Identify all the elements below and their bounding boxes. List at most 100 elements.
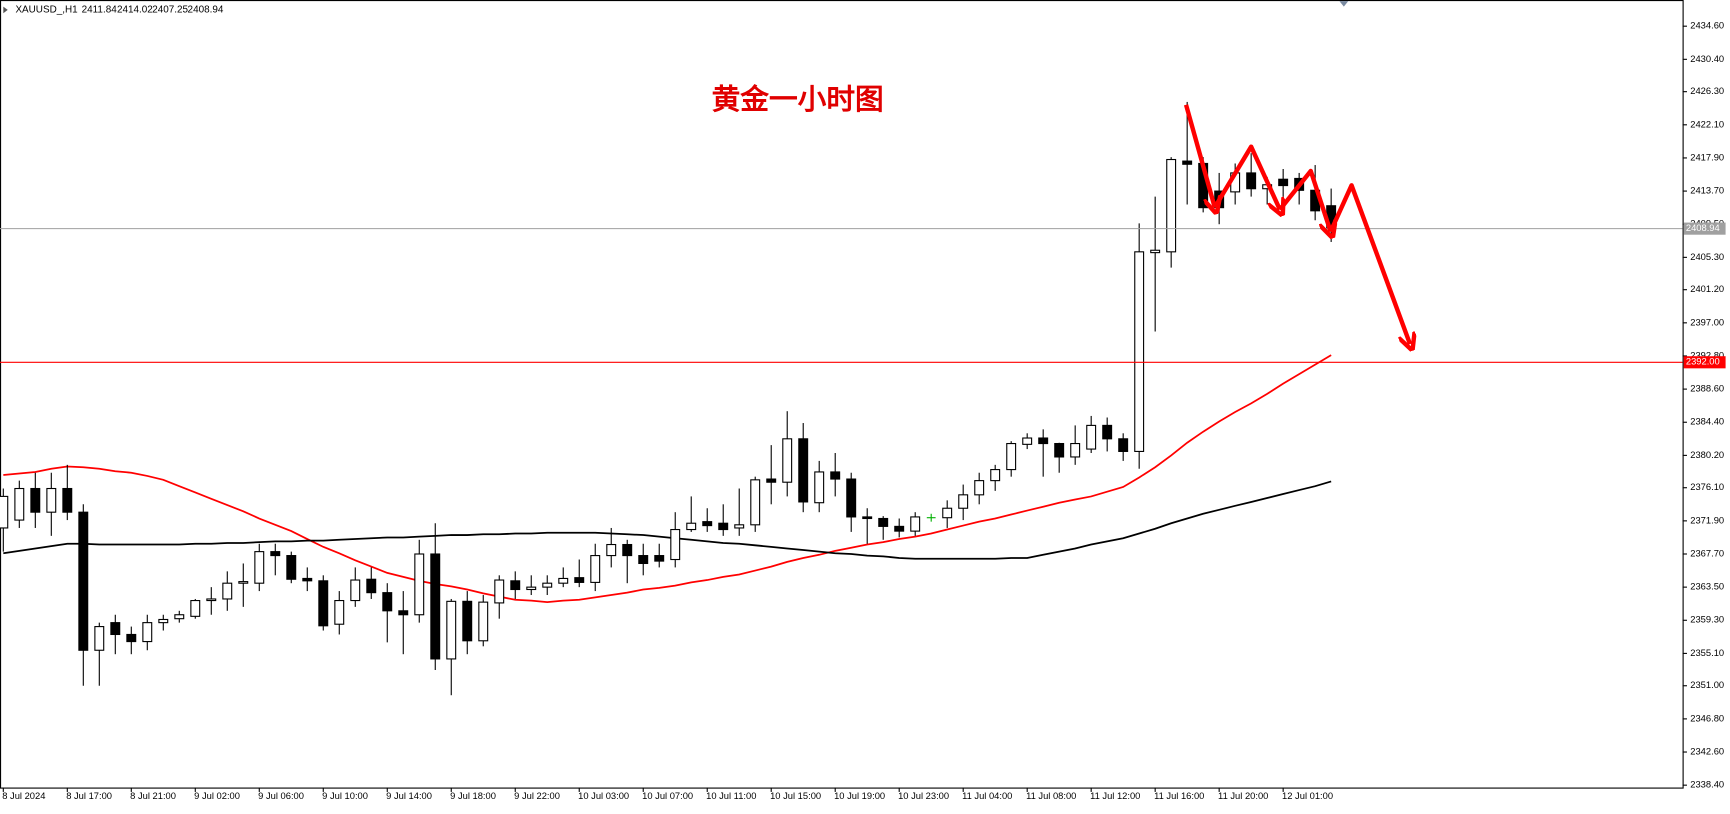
candle-body [206,598,217,602]
x-tick-label: 10 Jul 03:00 [578,791,629,801]
candle-body [254,551,265,584]
candle-body [1022,437,1033,445]
y-tick-label: 2388.60 [1690,384,1724,394]
candle-body [190,599,201,617]
y-tick-label: 2376.10 [1690,482,1724,492]
x-tick-label: 10 Jul 15:00 [770,791,821,801]
y-tick-label: 2371.90 [1690,515,1724,525]
arrow [1328,183,1410,344]
y-tick-label: 2380.20 [1690,450,1724,460]
candle-body [734,524,745,529]
candle-body [1278,178,1289,187]
y-tick-label: 2434.60 [1690,21,1724,31]
candle-body [766,478,777,483]
candle-body [830,471,841,480]
x-tick-label: 9 Jul 02:00 [194,791,240,801]
candle-body [1070,442,1081,458]
bar-close: 2408.94 [188,5,224,16]
x-tick-label: 11 Jul 12:00 [1090,791,1140,801]
x-tick-label: 9 Jul 14:00 [386,791,432,801]
y-tick-label: 2397.00 [1690,317,1724,327]
candle-body [494,579,505,604]
candle-body [942,507,953,519]
candle-body [638,555,649,565]
y-tick-label: 2392.80 [1690,350,1724,360]
y-tick-label: 2417.90 [1690,152,1724,162]
candle-body [558,577,569,584]
x-tick-label: 11 Jul 16:00 [1154,791,1204,801]
candle-body [174,614,185,620]
y-tick-label: 2363.50 [1690,582,1724,592]
candle-body [398,610,409,616]
candle-body [574,577,585,583]
candle-body [718,522,729,531]
shift-marker [1339,1,1349,7]
y-tick-label: 2384.40 [1690,417,1724,427]
x-tick-label: 10 Jul 23:00 [898,791,949,801]
candle-body [654,555,665,562]
candle-body [334,599,345,625]
candle-body [750,479,761,526]
candle-body [142,622,153,643]
candle-body [1102,424,1113,440]
candle-body [798,438,809,503]
x-tick-label: 10 Jul 07:00 [642,791,693,801]
candle-body [622,543,633,557]
candle-body [1006,442,1017,471]
candle-body [1086,424,1097,450]
candle-body [0,495,9,529]
candle-body [30,487,41,513]
candle-body [958,494,969,509]
x-tick-label: 9 Jul 10:00 [322,791,368,801]
x-tick-label: 11 Jul 20:00 [1218,791,1268,801]
x-tick-label: 9 Jul 18:00 [450,791,496,801]
candle-body [686,522,697,531]
y-tick-label: 2401.20 [1690,284,1724,294]
x-tick-label: 10 Jul 19:00 [834,791,885,801]
candle-body [462,600,473,642]
last-price-tag [1683,222,1726,235]
level-label: 2392.00 [1686,357,1720,367]
plot-layer: 2338.40 2342.60 2346.80 2351.00 2355.10 2359.… [0,21,1726,801]
candle-body [446,600,457,660]
candle-body [510,580,521,591]
candle-body [158,618,169,624]
annotation: 黄金一小时图 [712,82,884,116]
candle-body [1150,249,1161,254]
candle-body [990,469,1001,482]
candle-body [1118,438,1129,452]
candle-body [126,633,137,643]
y-tick-label: 2422.10 [1690,119,1724,129]
x-tick-label: 9 Jul 22:00 [514,791,560,801]
candle-body [62,487,73,513]
candle-body [590,555,601,583]
candle-body [1166,158,1177,253]
x-tick-label: 11 Jul 08:00 [1026,791,1076,801]
chart-icon [3,6,8,14]
candle-body [1054,442,1065,458]
x-tick-label: 8 Jul 17:00 [66,791,112,801]
candle-body [222,582,233,600]
candle-body [318,580,329,627]
arrow [1212,144,1280,210]
ma-line [3,480,1332,560]
candle-body [1038,437,1049,445]
bar-open: 2411.84 [82,5,118,16]
candle-body [670,528,681,561]
y-tick-label: 2405.30 [1690,252,1724,262]
candle-body [814,471,825,504]
candle-body [110,622,121,636]
symbol: XAUUSD_,H1 [15,5,78,16]
candle-body [542,582,553,588]
level-tag [1683,356,1726,369]
arrow [1183,104,1215,208]
plot-frame [0,0,1684,789]
x-tick-label: 8 Jul 21:00 [130,791,176,801]
x-tick-label: 10 Jul 11:00 [706,791,756,801]
candle-body [78,511,89,651]
ma-line [3,354,1332,604]
y-tick-label: 2346.80 [1690,713,1724,723]
y-tick-label: 2342.60 [1690,746,1724,756]
arrow [1278,168,1331,232]
